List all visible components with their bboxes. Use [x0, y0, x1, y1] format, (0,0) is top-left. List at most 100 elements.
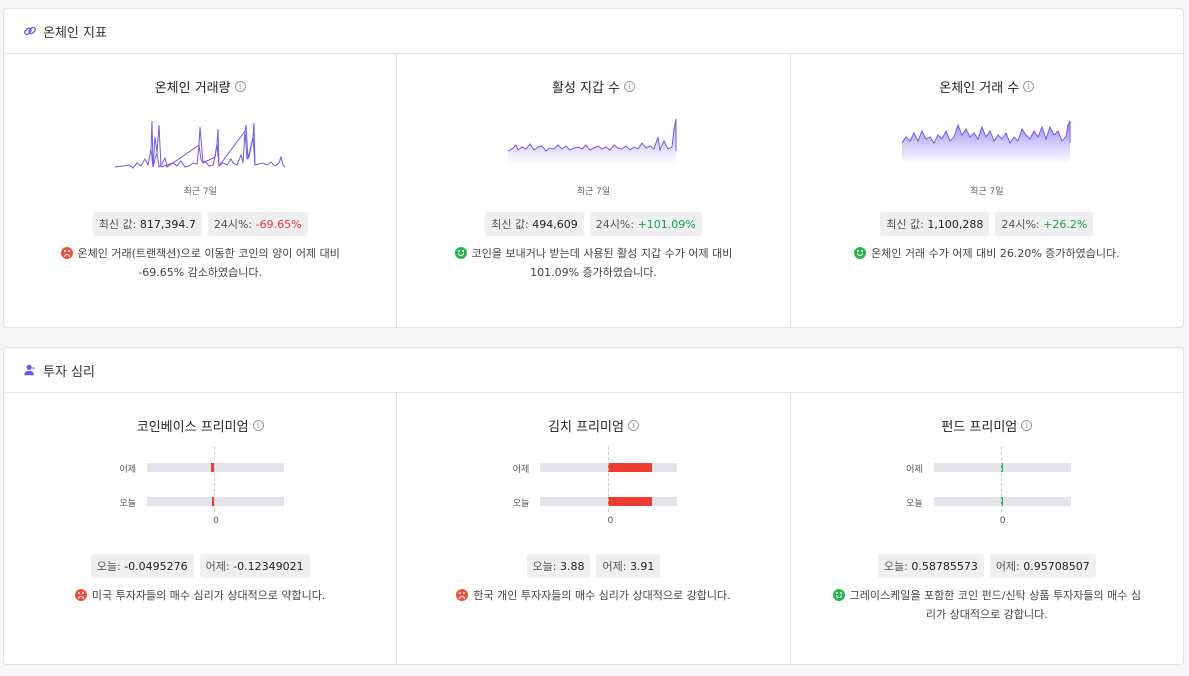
bar-fill-today — [608, 497, 653, 506]
today-label: 오늘: — [883, 560, 908, 573]
sad-face-icon — [60, 247, 73, 259]
card-title-text: 펀드 프리미엄 — [941, 420, 1018, 435]
info-icon[interactable]: i — [252, 420, 264, 431]
yesterday-value: 0.95708507 — [1023, 560, 1090, 573]
change-label: 24시%: — [595, 218, 635, 231]
happy-face-icon — [832, 589, 845, 601]
stats-row: 최신 값: 1,100,288 24시%: +26.2% — [791, 212, 1183, 236]
bar-fill-today — [212, 497, 214, 506]
stats-row: 오늘: -0.0495276 어제: -0.12349021 — [4, 554, 396, 578]
card-title: 활성 지갑 수 i — [397, 77, 789, 96]
change-value: -69.65% — [255, 218, 302, 231]
onchain-section: 온체인 지표 온체인 거래량 i 최근 7일 최신 값: 817,394.7 2… — [3, 8, 1184, 328]
description: 온체인 거래 수가 어제 대비 26.20% 증가하였습니다. — [831, 244, 1143, 263]
zero-line — [214, 447, 215, 512]
card-title: 펀드 프리미엄 i — [791, 416, 1183, 435]
card-title: 온체인 거래 수 i — [791, 77, 1183, 96]
today-value: -0.0495276 — [124, 560, 188, 573]
link-icon — [23, 26, 37, 36]
info-icon[interactable]: i — [624, 81, 636, 92]
today-value-badge: 오늘: 3.88 — [526, 554, 591, 578]
today-value-badge: 오늘: -0.0495276 — [90, 554, 194, 578]
today-value: 0.58785573 — [911, 560, 978, 573]
change-label: 24시%: — [1001, 218, 1040, 231]
zero-tick-label: 0 — [213, 516, 219, 526]
description-text: 온체인 거래(트랜잭션)으로 이동한 코인의 양이 어제 대비 -69.65% … — [77, 247, 340, 279]
change-label: 24시%: — [213, 218, 253, 231]
sad-face-icon — [456, 589, 469, 601]
change-badge: 24시%: +101.09% — [589, 212, 702, 236]
info-icon[interactable]: i — [1021, 420, 1033, 431]
premium-bar-chart: 어제 오늘 — [397, 455, 789, 535]
period-label: 최근 7일 — [970, 187, 1004, 197]
description-text: 코인을 보내거나 받는데 사용된 활성 지갑 수가 어제 대비 101.09% … — [471, 247, 733, 279]
stats-row: 최신 값: 817,394.7 24시%: -69.65% — [4, 212, 396, 236]
today-value: 3.88 — [559, 560, 585, 573]
change-value: +26.2% — [1043, 218, 1088, 231]
yesterday-label: 어제: — [205, 560, 230, 573]
info-icon[interactable]: i — [234, 81, 246, 92]
user-icon — [24, 364, 35, 376]
happy-face-icon — [854, 247, 867, 259]
bar-track — [147, 497, 284, 506]
stats-row: 최신 값: 494,609 24시%: +101.09% — [397, 212, 789, 236]
info-icon[interactable]: i — [627, 420, 639, 431]
sad-face-icon — [74, 589, 87, 601]
period-label: 최근 7일 — [183, 187, 217, 197]
latest-value: 494,609 — [532, 218, 578, 231]
bar-fill-yesterday — [211, 463, 214, 472]
zero-tick-label: 0 — [607, 516, 614, 526]
kimchi-premium-card: 김치 프리미엄 i 어제 오늘 0 오늘: — [397, 393, 791, 664]
change-value: +101.09% — [637, 218, 696, 231]
period-label: 최근 7일 — [576, 187, 611, 197]
bar-label-today: 오늘 — [119, 499, 136, 509]
info-icon[interactable]: i — [1023, 81, 1035, 92]
yesterday-value-badge: 어제: -0.12349021 — [199, 554, 310, 578]
premium-bar-chart: 어제 오늘 — [4, 455, 396, 535]
bar-fill-yesterday — [1000, 463, 1003, 472]
today-label: 오늘: — [96, 560, 121, 573]
sentiment-section: 투자 심리 코인베이스 프리미엄 i 어제 오늘 0 — [3, 347, 1184, 665]
yesterday-label: 어제: — [995, 560, 1020, 573]
description-text: 미국 투자자들의 매수 심리가 상대적으로 약합니다. — [91, 589, 326, 602]
bar-row-today: 오늘 — [4, 497, 396, 509]
coinbase-premium-card: 코인베이스 프리미엄 i 어제 오늘 0 오늘: — [4, 393, 398, 664]
latest-label: 최신 값: — [491, 218, 529, 231]
bar-label-today: 오늘 — [906, 499, 923, 509]
bar-label-today: 오늘 — [512, 499, 530, 509]
latest-value: 817,394.7 — [139, 218, 196, 231]
latest-value: 1,100,288 — [927, 218, 984, 231]
bar-row-today: 오늘 — [397, 497, 789, 509]
stats-row: 오늘: 0.58785573 어제: 0.95708507 — [791, 554, 1183, 578]
bar-fill-yesterday — [608, 463, 653, 472]
card-title-text: 활성 지갑 수 — [551, 81, 621, 96]
description: 미국 투자자들의 매수 심리가 상대적으로 약합니다. — [44, 586, 356, 605]
yesterday-label: 어제: — [602, 560, 627, 573]
description-text: 한국 개인 투자자들의 매수 심리가 상대적으로 강합니다. — [473, 589, 731, 602]
card-title-text: 코인베이스 프리미엄 — [136, 420, 249, 435]
change-badge: 24시%: +26.2% — [995, 212, 1094, 236]
bar-row-yesterday: 어제 — [4, 463, 396, 475]
yesterday-value: -0.12349021 — [233, 560, 304, 573]
onchain-tx-count-card: 온체인 거래 수 i 최근 7일 최신 값: 1,100,288 — [791, 54, 1183, 327]
card-title-text: 온체인 거래 수 — [939, 81, 1020, 96]
card-title-text: 온체인 거래량 — [154, 81, 231, 96]
bar-row-yesterday: 어제 — [397, 463, 789, 475]
fund-premium-card: 펀드 프리미엄 i 어제 오늘 0 오늘: — [791, 393, 1183, 664]
premium-bar-chart: 어제 오늘 — [791, 455, 1183, 535]
sentiment-header: 투자 심리 — [4, 348, 1183, 393]
latest-value-badge: 최신 값: 494,609 — [485, 212, 584, 236]
zero-line — [1000, 447, 1002, 512]
description-text: 그레이스케일을 포함한 코인 펀드/신탁 상품 투자자들의 매수 심리가 상대적… — [849, 589, 1141, 621]
sentiment-title: 투자 심리 — [43, 364, 95, 380]
onchain-volume-card: 온체인 거래량 i 최근 7일 최신 값: 817,394.7 24시%: -6… — [4, 54, 398, 327]
latest-label: 최신 값: — [886, 218, 924, 231]
change-badge: 24시%: -69.65% — [207, 212, 308, 236]
tx-count-sparkline — [901, 120, 1071, 164]
description: 코인을 보내거나 받는데 사용된 활성 지갑 수가 어제 대비 101.09% … — [437, 244, 749, 282]
onchain-title: 온체인 지표 — [43, 25, 107, 41]
card-title: 온체인 거래량 i — [4, 77, 396, 96]
zero-line — [608, 447, 610, 512]
card-title: 코인베이스 프리미엄 i — [4, 416, 396, 435]
bar-fill-today — [1000, 497, 1003, 506]
